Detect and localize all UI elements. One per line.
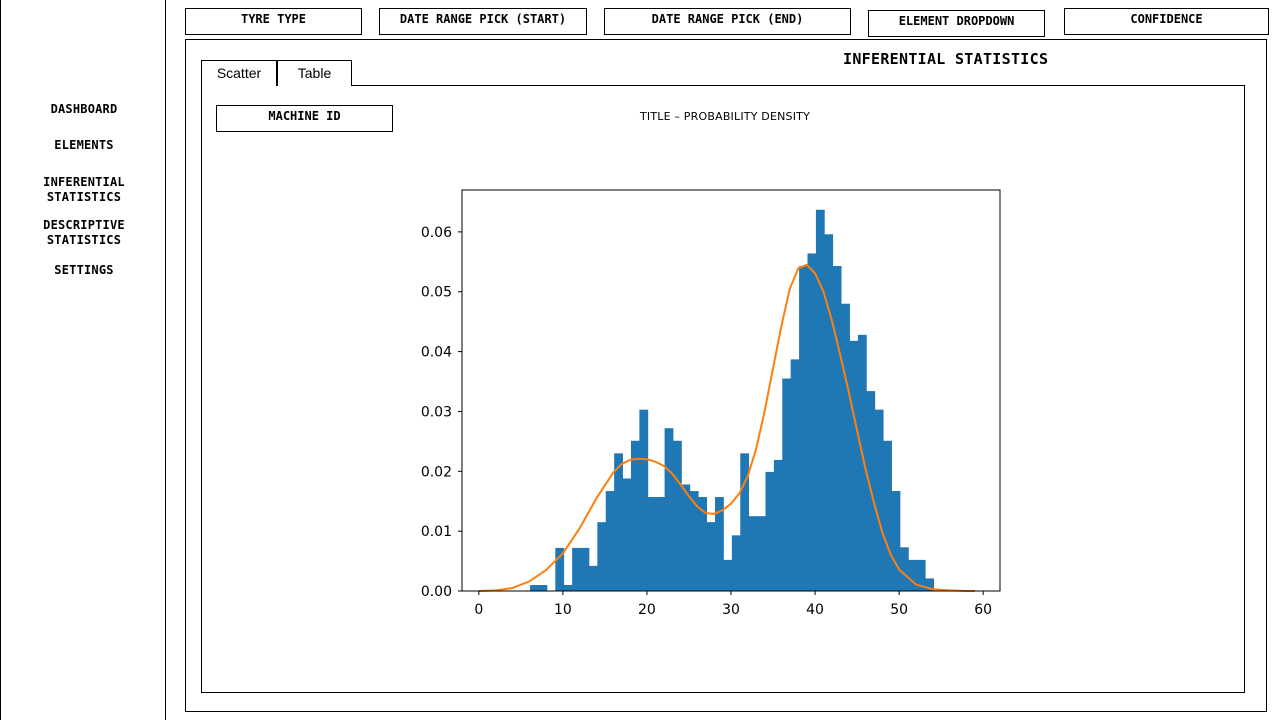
sidebar-item-inferential-statistics[interactable]: INFERENTIAL STATISTICS xyxy=(1,175,167,205)
sidebar-item-label: STATISTICS xyxy=(46,190,122,204)
histogram-bar xyxy=(605,491,615,591)
sidebar-item-settings[interactable]: SETTINGS xyxy=(1,263,167,278)
machine-id-dropdown[interactable]: MACHINE ID xyxy=(216,105,393,132)
sidebar-item-label: ELEMENTS xyxy=(54,138,114,152)
histogram-bar xyxy=(832,266,842,591)
histogram-bar xyxy=(841,303,850,591)
histogram-bar xyxy=(597,522,607,591)
histogram-bar xyxy=(891,491,901,591)
sidebar-item-dashboard[interactable]: DASHBOARD xyxy=(1,102,167,117)
histogram-bar xyxy=(647,497,657,591)
sidebar: DASHBOARD ELEMENTS INFERENTIAL STATISTIC… xyxy=(0,0,166,720)
y-tick-label: 0.00 xyxy=(421,584,452,600)
histogram-bar xyxy=(622,478,632,591)
histogram-bar xyxy=(698,497,708,591)
y-tick-label: 0.05 xyxy=(421,285,452,301)
histogram-bar xyxy=(765,471,775,591)
histogram-bar xyxy=(572,547,581,591)
sidebar-item-descriptive-statistics[interactable]: DESCRIPTIVE STATISTICS xyxy=(1,218,167,248)
sidebar-item-label: SETTINGS xyxy=(54,263,114,277)
histogram-bar xyxy=(681,484,691,591)
histogram-bar xyxy=(723,559,733,591)
histogram-bar xyxy=(563,585,573,591)
histogram-bar xyxy=(916,559,926,591)
chart-title: TITLE – PROBABILITY DENSITY xyxy=(639,110,811,123)
x-tick-label: 20 xyxy=(638,602,656,618)
histogram-bar xyxy=(555,547,565,591)
histogram-bar xyxy=(672,440,682,591)
tab-table[interactable]: Table xyxy=(277,60,352,86)
histogram-bar xyxy=(664,428,674,591)
confidence-filter[interactable]: CONFIDENCE xyxy=(1064,8,1269,35)
histogram-bar xyxy=(757,516,766,591)
plot-area xyxy=(461,189,1001,592)
sidebar-item-elements[interactable]: ELEMENTS xyxy=(1,138,167,153)
histogram-bar xyxy=(588,565,598,591)
histogram-bar xyxy=(874,409,884,591)
date-range-end-picker[interactable]: DATE RANGE PICK (END) xyxy=(604,8,851,35)
histogram-bar xyxy=(538,585,548,591)
x-tick-label: 0 xyxy=(474,602,483,618)
histogram-bar xyxy=(773,459,783,591)
element-dropdown[interactable]: ELEMENT DROPDOWN xyxy=(868,10,1045,37)
histogram-bar xyxy=(630,440,640,591)
page-title: INFERENTIAL STATISTICS xyxy=(843,50,1049,68)
tyre-type-filter[interactable]: TYRE TYPE xyxy=(185,8,362,35)
histogram-bar xyxy=(530,585,539,591)
histogram-bar xyxy=(799,266,808,591)
histogram-bar xyxy=(807,253,817,592)
x-tick-label: 60 xyxy=(974,602,992,618)
histogram-bar xyxy=(656,497,665,591)
x-tick-label: 10 xyxy=(554,602,572,618)
tab-scatter[interactable]: Scatter xyxy=(201,60,277,86)
y-tick-label: 0.02 xyxy=(421,464,452,480)
sidebar-item-label: INFERENTIAL xyxy=(43,175,125,189)
histogram-bar xyxy=(790,359,800,591)
main-panel xyxy=(185,39,1267,712)
histogram-bar xyxy=(908,559,918,591)
density-chart: 0 10 20 30 40 50 60 0.00 0.01 0.02 0.03 0.04 0.05 0.0… xyxy=(421,189,1001,618)
density-curve xyxy=(478,263,975,592)
histogram-bar xyxy=(639,409,649,591)
histogram-bar xyxy=(849,340,859,591)
x-tick-label: 30 xyxy=(722,602,740,618)
histogram-bar xyxy=(899,547,909,591)
chart-panel xyxy=(201,85,1245,693)
y-tick-label: 0.06 xyxy=(421,225,452,241)
histogram-bar xyxy=(706,522,716,591)
y-tick-label: 0.03 xyxy=(421,404,452,420)
sidebar-item-label: DESCRIPTIVE xyxy=(43,218,125,232)
histogram-bar xyxy=(883,440,892,591)
histogram-bar xyxy=(782,378,792,591)
x-tick-label: 50 xyxy=(890,602,908,618)
histogram-bar xyxy=(824,234,834,591)
histogram-bar xyxy=(815,209,825,592)
histogram-bar xyxy=(925,578,934,591)
histogram-bar xyxy=(857,334,867,591)
y-tick-label: 0.01 xyxy=(421,524,452,540)
x-tick-label: 40 xyxy=(806,602,824,618)
histogram-bar xyxy=(614,453,623,591)
histogram-bar xyxy=(740,453,750,591)
y-tick-label: 0.04 xyxy=(421,345,452,361)
date-range-start-picker[interactable]: DATE RANGE PICK (START) xyxy=(379,8,587,35)
histogram-bar xyxy=(731,535,741,591)
histogram-bar xyxy=(748,516,758,591)
histogram-bar xyxy=(580,547,590,591)
histogram-bar xyxy=(715,497,724,591)
sidebar-item-label: DASHBOARD xyxy=(50,102,118,116)
sidebar-item-label: STATISTICS xyxy=(46,233,122,247)
histogram-bar xyxy=(689,491,699,591)
